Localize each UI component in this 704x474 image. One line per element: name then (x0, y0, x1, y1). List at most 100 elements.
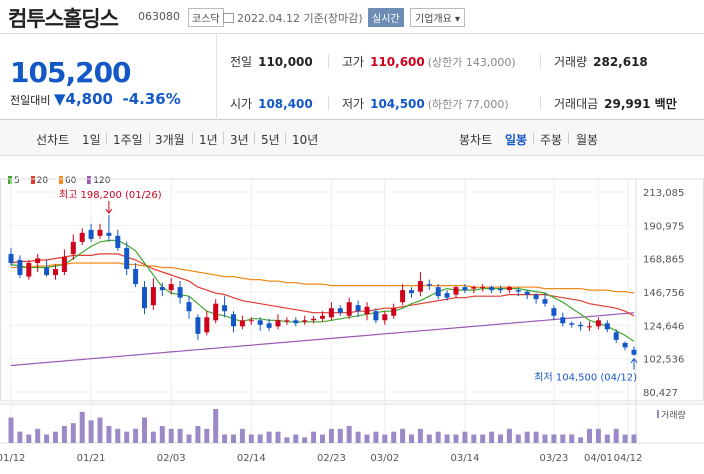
candle-body (604, 323, 610, 330)
legend-ma20: 20 (30, 176, 48, 186)
volume-bar (35, 428, 41, 443)
period-3y[interactable]: 3년 (230, 133, 249, 147)
high-value: 110,600 (370, 55, 425, 69)
volume-bar (44, 434, 50, 443)
volume-value: 282,618 (593, 55, 648, 69)
period-divider (223, 132, 224, 144)
candle-body (409, 290, 414, 294)
volume-bar (168, 428, 174, 443)
period-1d[interactable]: 1일 (82, 133, 101, 147)
candle-body (337, 308, 343, 313)
candle-daily[interactable]: 일봉 (505, 133, 528, 147)
period-1w[interactable]: 1주일 (113, 133, 143, 147)
candle-body (302, 320, 308, 322)
volume-bar (142, 417, 147, 443)
candle-body (195, 317, 201, 334)
candle-body (61, 256, 67, 273)
volume-bar (506, 428, 512, 443)
candle-monthly[interactable]: 월봉 (576, 133, 599, 147)
legend-swatch (87, 176, 92, 184)
volume-bar (542, 434, 548, 443)
volume-bar (186, 434, 192, 443)
candle-body (97, 229, 103, 236)
stat-separator (328, 54, 329, 68)
period-5y[interactable]: 5년 (261, 133, 280, 147)
x-tick-label: 01/12 (0, 453, 25, 464)
candle-body (417, 281, 423, 292)
volume-bar (53, 431, 58, 443)
y-tick-label: 124,646 (643, 321, 684, 332)
volume-bar (373, 431, 379, 443)
volume-bar (133, 428, 139, 443)
panel-divider (216, 34, 217, 120)
stat-separator (328, 96, 329, 110)
period-1y[interactable]: 1년 (199, 133, 218, 147)
candle-body (346, 302, 352, 316)
x-tick-label: 04/12 (614, 453, 643, 464)
volume-bar (613, 428, 619, 443)
y-tick-label: 80,427 (643, 388, 678, 399)
open-value: 108,400 (258, 97, 313, 111)
volume-bar (595, 428, 601, 443)
volume-bar (204, 428, 210, 443)
change-amount: 4,800 (65, 90, 113, 108)
ma120-line (10, 312, 635, 367)
amount-label: 거래대금 (554, 97, 599, 111)
candle-body (231, 314, 236, 327)
volume-bar (364, 434, 370, 443)
change-row: 전일대비 ▼4,800 -4.36% (10, 90, 181, 108)
candle-body (275, 320, 281, 327)
candle-body (53, 269, 58, 276)
volume-legend-swatch (657, 410, 659, 418)
candle-body (391, 308, 397, 316)
company-overview-button[interactable]: 기업개요 ▾ (410, 8, 466, 27)
volume-bar (391, 431, 397, 443)
candlestick-chart[interactable]: 213,085 190,975 168,865 146,756 124,646 102,5… (0, 156, 704, 474)
candle-weekly[interactable]: 주봉 (540, 133, 563, 147)
y-tick-label: 146,756 (643, 288, 684, 299)
legend-ma5: 5 (8, 176, 20, 186)
period-bar: 선차트 1일 1주일 3개월 1년 3년 5년 10년 봉차트 일봉 주봉 월봉 (0, 120, 704, 156)
low-label: 저가 (342, 97, 365, 111)
candle-body (426, 284, 432, 286)
candle-body (587, 326, 592, 328)
period-10y[interactable]: 10년 (292, 133, 319, 147)
candle-body (311, 318, 317, 321)
volume-bar (17, 431, 23, 443)
candle-body (142, 287, 147, 309)
date-info: 2022.04.12 기준(장마감) (223, 10, 363, 26)
candle-body (177, 287, 183, 298)
candle-body (551, 308, 557, 316)
current-price: 105,200 (10, 56, 132, 89)
volume-stat: 거래량 282,618 (554, 53, 648, 70)
period-3m[interactable]: 3개월 (155, 133, 185, 147)
volume-bar (560, 434, 566, 443)
candle-body (133, 269, 139, 285)
candle-body (622, 342, 628, 348)
low-annotation: 최저 104,500 (04/12) (534, 372, 637, 384)
stat-separator (540, 54, 541, 68)
volume-bar (88, 420, 94, 443)
candle-body (471, 287, 477, 289)
legend-label: 60 (64, 176, 77, 186)
legend-ma60: 60 (58, 176, 77, 186)
candle-body (266, 323, 272, 328)
volume-bar (177, 428, 183, 443)
volume-bar (106, 426, 112, 443)
volume-bar (26, 434, 32, 443)
candle-body (578, 324, 584, 327)
candle-body (248, 320, 254, 322)
volume-bar (533, 431, 539, 443)
candle-body (444, 293, 450, 298)
realtime-button[interactable]: 실시간 (368, 8, 404, 27)
candle-body (400, 290, 406, 303)
candle-body (186, 302, 192, 312)
chart-area[interactable]: 5 20 60 120 213,085 190,975 168,865 146,756… (0, 156, 704, 474)
x-tick-label: 02/23 (317, 453, 346, 464)
volume-bar (453, 434, 459, 443)
prev-close-label: 전일 (230, 55, 253, 69)
ma60-line (11, 262, 635, 294)
candle-body (8, 253, 14, 263)
candle-body (320, 315, 325, 319)
volume-bar (284, 437, 290, 443)
